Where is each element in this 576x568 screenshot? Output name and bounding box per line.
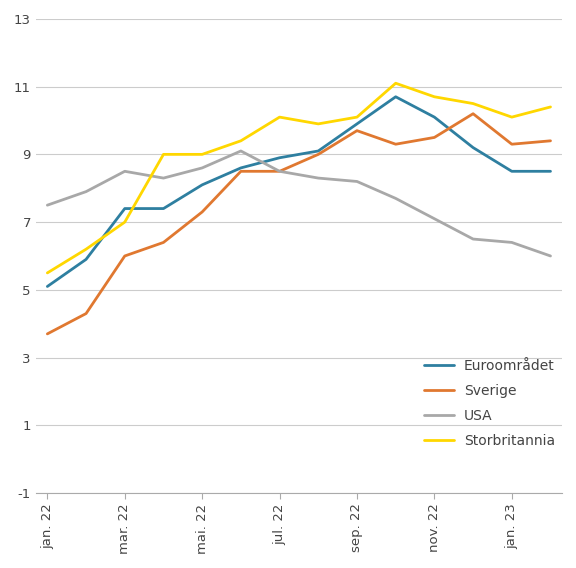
Storbritannia	[354, 114, 361, 120]
Sverige	[199, 208, 206, 215]
Sverige	[315, 151, 322, 158]
Euroområdet	[469, 144, 476, 151]
Sverige	[82, 310, 89, 317]
Storbritannia	[392, 80, 399, 87]
Storbritannia	[199, 151, 206, 158]
USA	[392, 195, 399, 202]
Storbritannia	[44, 269, 51, 276]
Euroområdet	[160, 205, 167, 212]
Euroområdet	[122, 205, 128, 212]
Sverige	[469, 110, 476, 117]
Euroområdet	[44, 283, 51, 290]
Euroområdet	[431, 114, 438, 120]
Storbritannia	[315, 120, 322, 127]
USA	[44, 202, 51, 208]
Storbritannia	[547, 103, 554, 110]
Line: Storbritannia: Storbritannia	[47, 83, 551, 273]
Sverige	[547, 137, 554, 144]
Storbritannia	[276, 114, 283, 120]
Legend: Euroområdet, Sverige, USA, Storbritannia: Euroområdet, Sverige, USA, Storbritannia	[424, 359, 555, 448]
Storbritannia	[469, 100, 476, 107]
USA	[199, 165, 206, 172]
Sverige	[392, 141, 399, 148]
USA	[82, 188, 89, 195]
Sverige	[431, 134, 438, 141]
Euroområdet	[392, 93, 399, 100]
Sverige	[44, 331, 51, 337]
Sverige	[354, 127, 361, 134]
USA	[547, 253, 554, 260]
USA	[315, 175, 322, 182]
Storbritannia	[82, 246, 89, 253]
Storbritannia	[122, 219, 128, 225]
Euroområdet	[509, 168, 516, 175]
USA	[469, 236, 476, 243]
Euroområdet	[237, 165, 244, 172]
USA	[509, 239, 516, 246]
USA	[160, 175, 167, 182]
Sverige	[160, 239, 167, 246]
USA	[276, 168, 283, 175]
Euroområdet	[315, 148, 322, 154]
Euroområdet	[82, 256, 89, 263]
Storbritannia	[237, 137, 244, 144]
USA	[354, 178, 361, 185]
Euroområdet	[199, 181, 206, 188]
Line: Euroområdet: Euroområdet	[47, 97, 551, 286]
Euroområdet	[547, 168, 554, 175]
Sverige	[276, 168, 283, 175]
Line: Sverige: Sverige	[47, 114, 551, 334]
Storbritannia	[160, 151, 167, 158]
Storbritannia	[509, 114, 516, 120]
USA	[237, 148, 244, 154]
Storbritannia	[431, 93, 438, 100]
Sverige	[237, 168, 244, 175]
USA	[122, 168, 128, 175]
Euroområdet	[354, 120, 361, 127]
USA	[431, 215, 438, 222]
Sverige	[509, 141, 516, 148]
Euroområdet	[276, 154, 283, 161]
Sverige	[122, 253, 128, 260]
Line: USA: USA	[47, 151, 551, 256]
